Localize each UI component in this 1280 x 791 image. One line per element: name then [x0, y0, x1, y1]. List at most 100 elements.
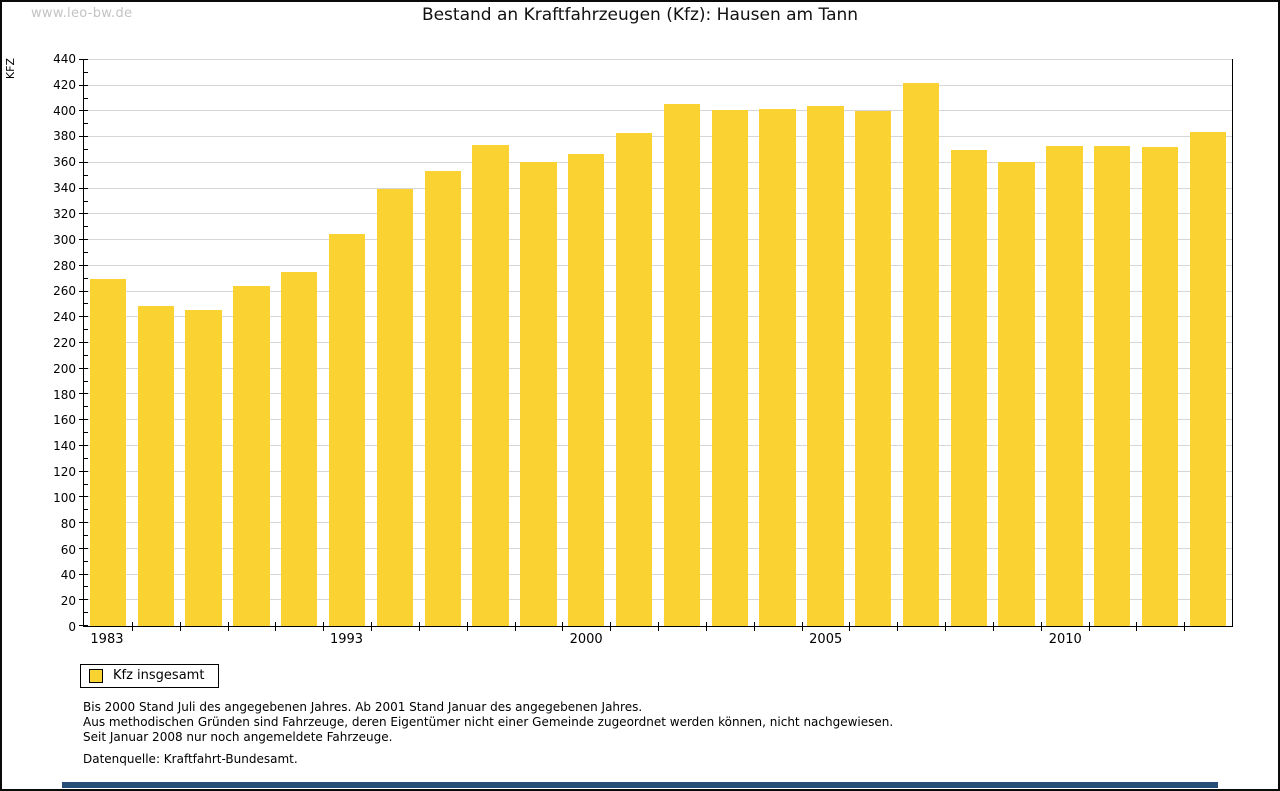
- bar-slot: [84, 60, 132, 626]
- y-tick-label: 380: [53, 129, 76, 144]
- y-major-tick: [79, 84, 88, 86]
- x-axis-tick: [179, 622, 181, 631]
- y-axis-label: KFZ: [4, 58, 17, 80]
- y-minor-tick: [84, 534, 88, 536]
- x-axis-tick: [466, 622, 468, 631]
- y-axis-tick-labels: 0 20 40 60 80 100 120 140 160 180 200 220 240 260 280 3…: [30, 52, 76, 634]
- y-major-tick: [79, 522, 88, 524]
- y-major-tick: [79, 367, 88, 369]
- y-minor-tick: [84, 329, 88, 331]
- x-axis-tick: [1088, 622, 1090, 631]
- bar-slot: [227, 60, 275, 626]
- gridline: [84, 444, 1232, 446]
- bar-2012: [1141, 147, 1179, 626]
- legend-label: Kfz insgesamt: [113, 668, 205, 683]
- y-minor-tick: [84, 200, 88, 202]
- y-major-tick: [79, 264, 88, 266]
- y-major-tick: [79, 136, 88, 138]
- y-tick-label: 140: [53, 439, 76, 454]
- bar-2000: [568, 153, 605, 626]
- bar-slot: [514, 60, 562, 626]
- y-major-tick: [79, 342, 88, 343]
- gridline: [84, 496, 1232, 498]
- bar-slot: [562, 60, 610, 626]
- y-major-tick: [79, 213, 88, 215]
- gridline: [84, 239, 1232, 241]
- bar-1998: [472, 144, 509, 626]
- y-tick-label: 360: [53, 155, 76, 170]
- bar-2010: [1046, 146, 1083, 626]
- y-tick-label: 0: [68, 620, 76, 634]
- x-axis-tick: [418, 622, 420, 631]
- bar-slot: [706, 60, 754, 626]
- y-minor-tick: [84, 483, 88, 485]
- y-major-tick: [79, 496, 88, 498]
- bar-2006: [854, 111, 892, 626]
- y-tick-label: 220: [53, 336, 76, 350]
- y-tick-label: 260: [53, 284, 76, 299]
- x-tick-label: 2005: [809, 632, 843, 647]
- y-major-tick: [79, 316, 88, 318]
- y-major-tick: [79, 110, 88, 112]
- x-axis-tick: [945, 622, 946, 631]
- y-tick-label: 200: [53, 361, 76, 376]
- gridline: [84, 419, 1232, 421]
- y-tick-label: 320: [53, 206, 76, 221]
- footnote-line: Seit Januar 2008 nur noch angemeldete Fa…: [83, 730, 393, 744]
- y-tick-label: 120: [53, 465, 76, 480]
- x-axis-tick: [131, 622, 133, 631]
- bar-1991: [281, 272, 318, 626]
- y-minor-tick: [84, 97, 88, 99]
- y-minor-tick: [84, 71, 88, 73]
- x-axis-tick-labels: 1983 1993 2000 2005 2010: [83, 632, 1233, 650]
- y-tick-label: 400: [53, 103, 76, 118]
- bar-slot: [1184, 60, 1232, 626]
- bar-1989: [233, 286, 270, 626]
- y-minor-tick: [84, 380, 88, 382]
- x-axis-tick: [992, 622, 994, 631]
- y-tick-label: 420: [53, 77, 76, 92]
- y-minor-tick: [84, 586, 88, 588]
- y-minor-tick: [84, 251, 88, 253]
- y-major-tick: [79, 290, 88, 292]
- x-axis-tick: [801, 622, 803, 631]
- x-axis-tick: [705, 622, 707, 631]
- bottom-bar: [62, 782, 1218, 788]
- x-axis-tick: [227, 622, 229, 631]
- x-axis-tick: [371, 622, 372, 631]
- gridline: [84, 342, 1232, 343]
- y-tick-label: 40: [60, 568, 76, 583]
- y-tick-label: 180: [53, 387, 76, 402]
- gridline: [84, 290, 1232, 292]
- bar-1985: [137, 305, 174, 626]
- bar-1999: [520, 161, 557, 626]
- y-minor-tick: [84, 149, 88, 151]
- x-axis-tick: [1184, 622, 1186, 631]
- y-tick-label: 280: [53, 258, 76, 273]
- gridline: [84, 264, 1232, 266]
- bar-1993: [328, 233, 366, 626]
- gridline: [84, 59, 1232, 60]
- y-major-tick: [79, 187, 88, 189]
- bar-2002: [663, 103, 701, 626]
- bar-2009: [998, 161, 1035, 626]
- bar-1983: [89, 278, 127, 626]
- y-major-tick: [79, 59, 88, 60]
- y-major-tick: [79, 393, 88, 395]
- bar-slot: [1136, 60, 1184, 626]
- x-axis-tick: [610, 622, 612, 631]
- bar-slot: [897, 60, 945, 626]
- legend: Kfz insgesamt: [80, 664, 220, 688]
- bar-2001: [615, 133, 653, 626]
- gridline: [84, 547, 1232, 549]
- data-source: Datenquelle: Kraftfahrt-Bundesamt.: [83, 752, 298, 766]
- x-axis-tick: [897, 622, 899, 631]
- y-tick-label: 80: [60, 516, 76, 531]
- x-tick-label: 1983: [90, 632, 124, 647]
- x-axis-tick: [849, 622, 851, 631]
- footnote-line: Bis 2000 Stand Juli des angegebenen Jahr…: [83, 700, 643, 714]
- y-major-tick: [79, 444, 88, 446]
- gridline: [84, 316, 1232, 318]
- plot-area: [79, 59, 1233, 631]
- gridline: [84, 393, 1232, 395]
